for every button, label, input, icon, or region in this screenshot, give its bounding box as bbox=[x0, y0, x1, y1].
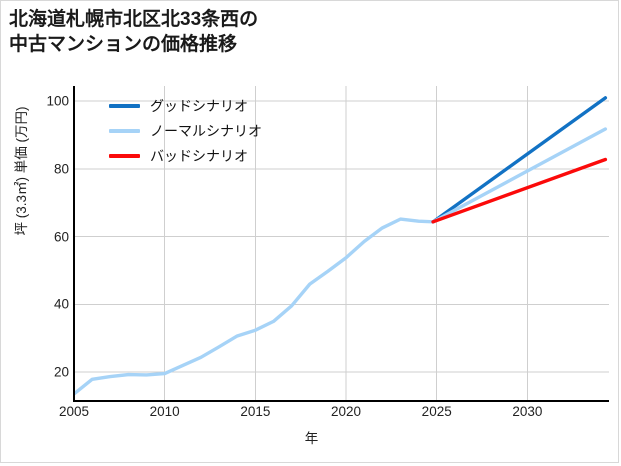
x-tick-label: 2010 bbox=[149, 404, 180, 419]
legend-item[interactable]: バッドシナリオ bbox=[109, 143, 309, 168]
y-tick-label: 40 bbox=[53, 296, 69, 312]
series-line bbox=[72, 217, 435, 396]
legend-color-swatch bbox=[109, 153, 140, 158]
page-title: 北海道札幌市北区北33条西の 中古マンションの価格推移 bbox=[9, 9, 259, 56]
x-tick-label: 2005 bbox=[58, 404, 90, 419]
y-tick-label: 80 bbox=[53, 161, 69, 177]
line-chart bbox=[72, 86, 609, 401]
series-line bbox=[431, 157, 608, 224]
x-axis-label: 年 bbox=[304, 431, 319, 446]
y-axis-ticks: 20 40 60 80 100 bbox=[23, 1, 69, 466]
series-line bbox=[431, 96, 608, 224]
plot-area bbox=[72, 86, 609, 401]
legend-item-label: グッドシナリオ bbox=[150, 97, 248, 114]
legend-color-swatch bbox=[109, 128, 140, 133]
x-tick-label: 2020 bbox=[331, 404, 362, 419]
series-lines bbox=[72, 96, 608, 396]
legend-item-label: ノーマルシナリオ bbox=[150, 122, 262, 139]
series-line bbox=[431, 127, 608, 224]
x-tick-label: 2030 bbox=[512, 404, 543, 419]
legend-item[interactable]: ノーマルシナリオ bbox=[109, 118, 309, 143]
x-axis-line bbox=[73, 400, 609, 402]
legend-item[interactable]: グッドシナリオ bbox=[109, 93, 309, 118]
y-axis-line bbox=[73, 86, 75, 402]
y-axis-label: 坪 (3.3㎡) 単価 (万円) bbox=[14, 106, 29, 236]
chart-legend: グッドシナリオ ノーマルシナリオ バッドシナリオ bbox=[109, 93, 309, 168]
grid-lines bbox=[74, 86, 609, 401]
y-tick-label: 100 bbox=[46, 93, 69, 109]
x-tick-label: 2015 bbox=[240, 404, 271, 419]
legend-color-swatch bbox=[109, 103, 140, 108]
x-tick-label: 2025 bbox=[421, 404, 452, 419]
legend-item-label: バッドシナリオ bbox=[150, 147, 248, 164]
y-tick-label: 20 bbox=[53, 364, 69, 380]
y-tick-label: 60 bbox=[53, 229, 69, 245]
